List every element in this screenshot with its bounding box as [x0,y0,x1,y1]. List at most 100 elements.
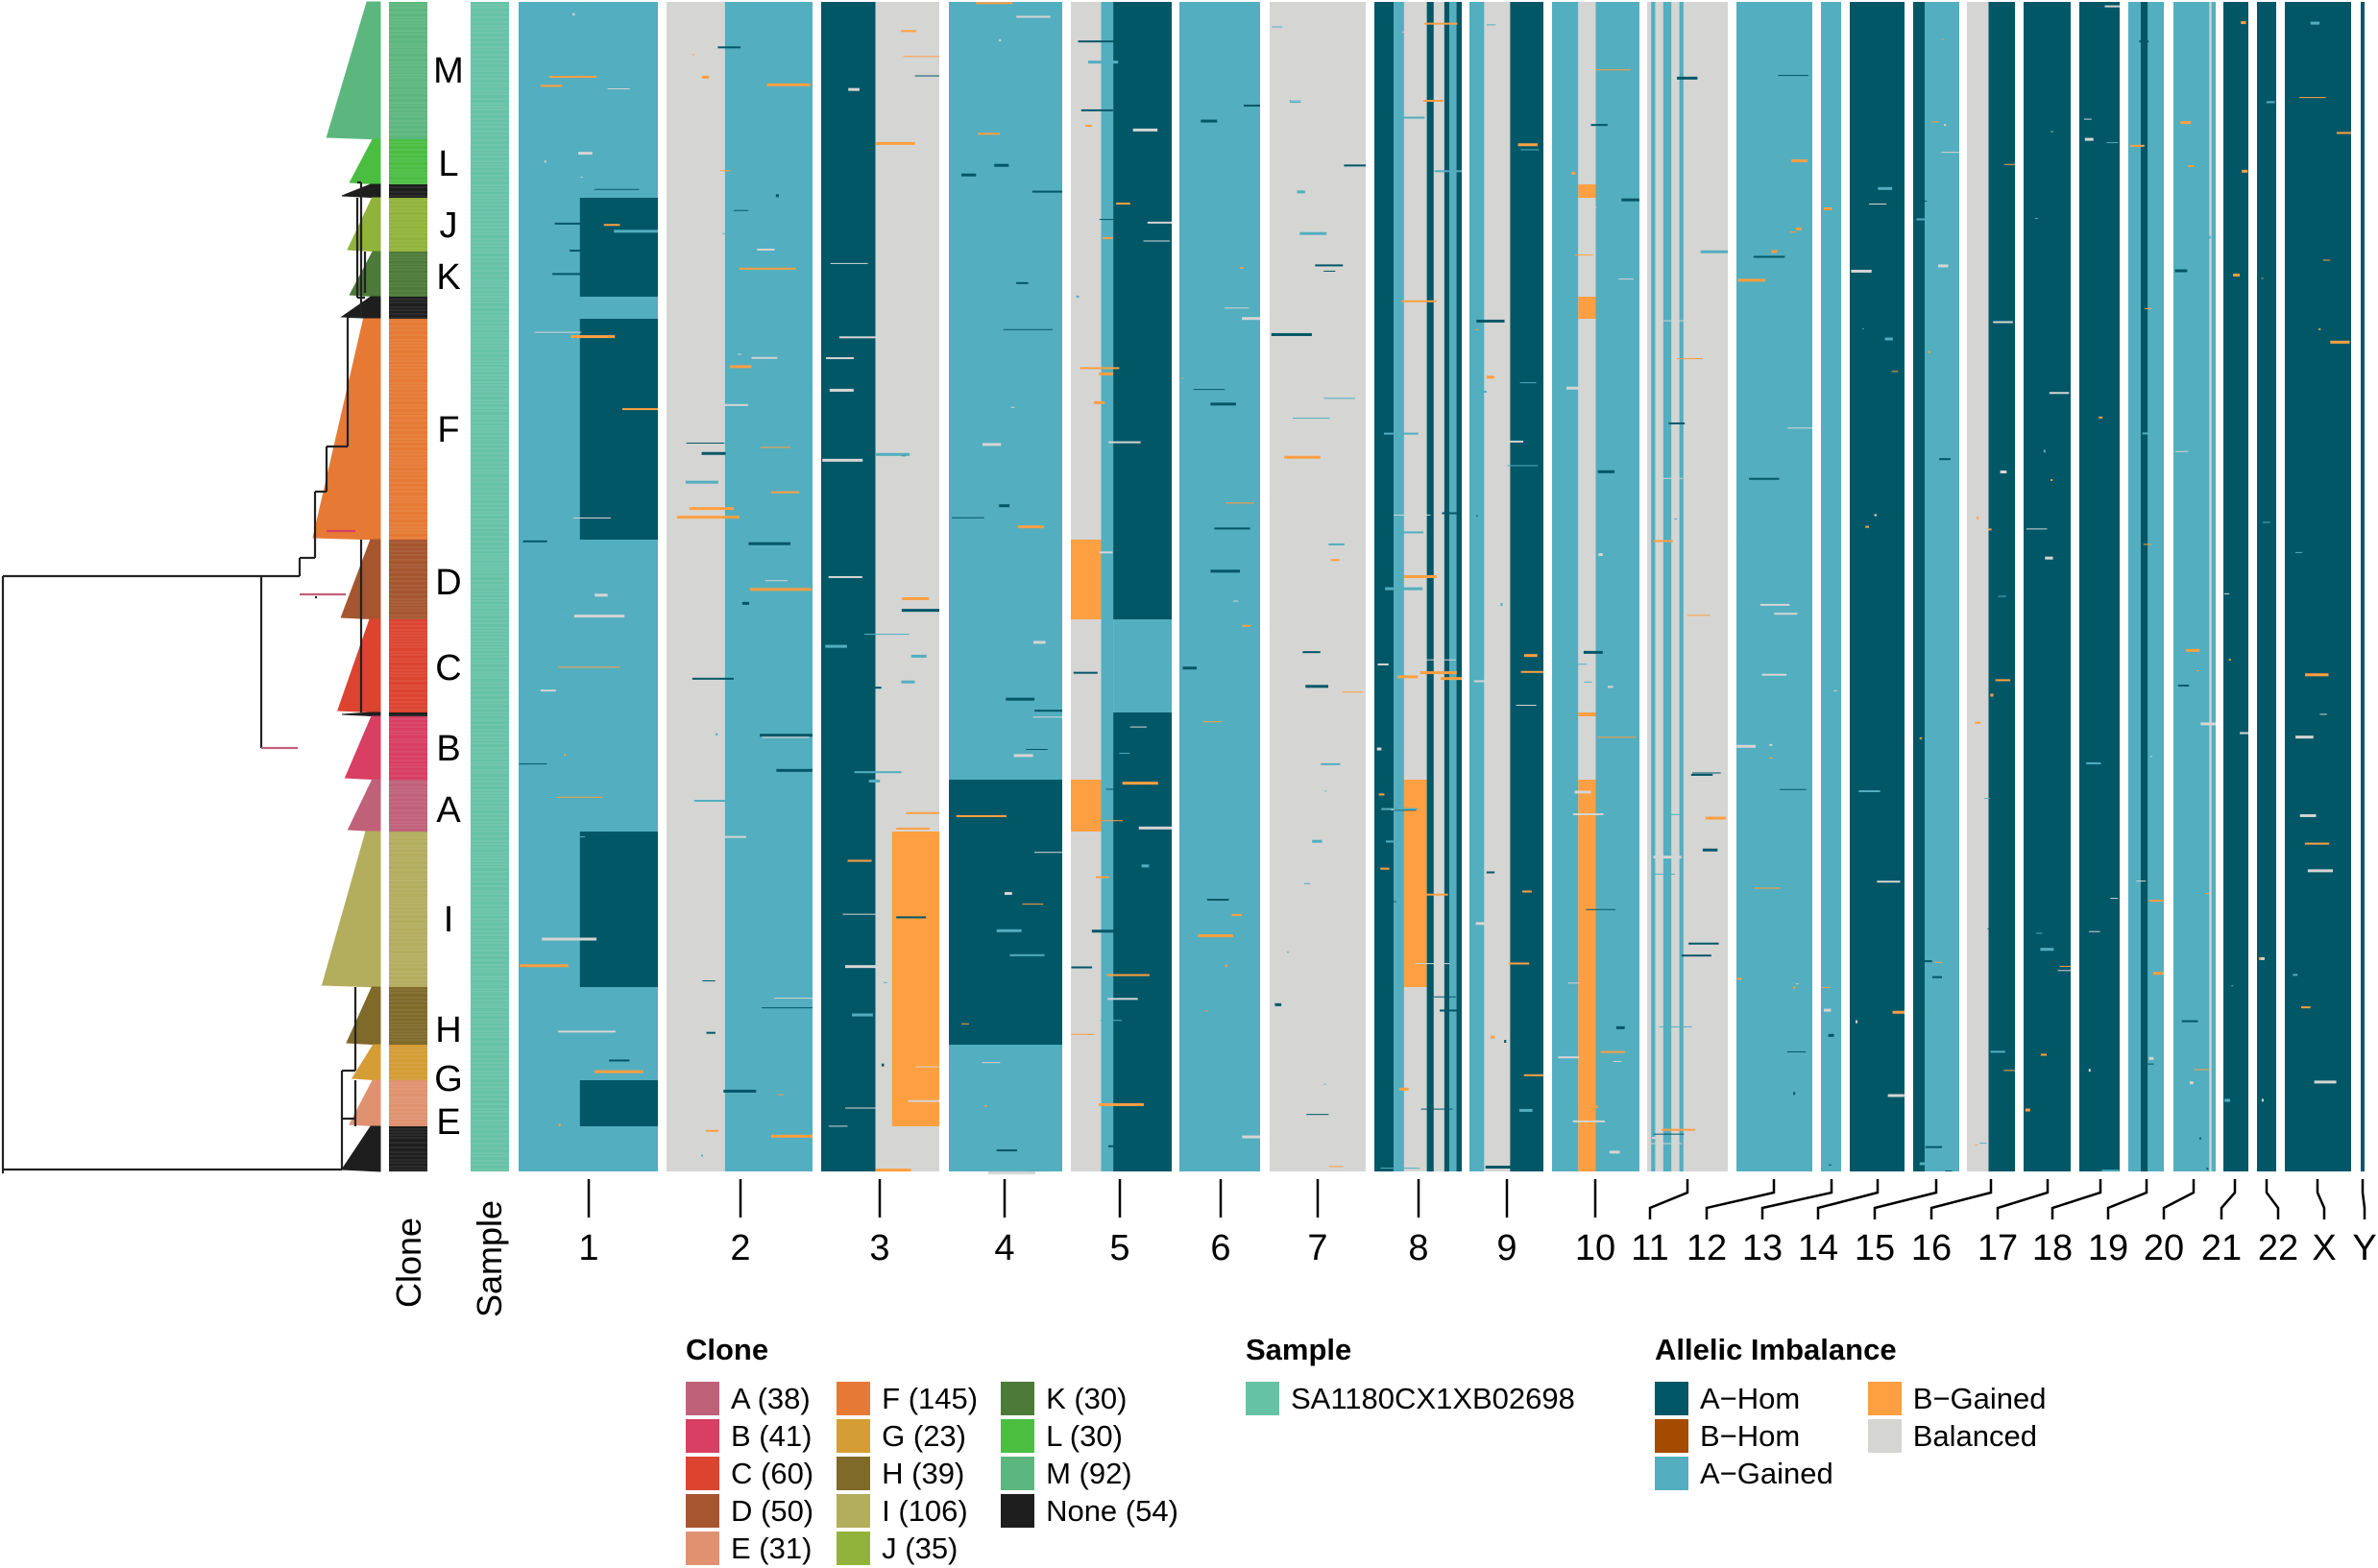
heatmap-segment [724,297,813,319]
heatmap-streak [1931,642,1952,644]
heatmap-segment [2223,139,2248,184]
dendrogram-clade [347,779,381,832]
heatmap-segment [1469,1080,1485,1126]
heatmap-streak [603,224,620,227]
heatmap-streak [1521,890,1532,893]
heatmap-segment [1647,319,1728,540]
heatmap-segment [667,2,725,139]
heatmap-segment [1552,1045,1579,1080]
heatmap-segment [667,540,725,619]
heatmap-segment [1925,1045,1959,1080]
heatmap-segment [2285,1126,2351,1171]
heatmap-segment [1456,832,1462,987]
heatmap-streak [1925,1146,1943,1148]
heatmap-streak [855,87,872,90]
heatmap-streak [1003,328,1053,330]
heatmap-segment [2140,832,2148,987]
heatmap-streak [978,133,1001,135]
chromosome-label: 6 [1210,1228,1230,1268]
sample-swatch [1246,1382,1279,1415]
heatmap-streak [1442,512,1459,515]
heatmap-streak [748,542,790,545]
heatmap-streak [1780,788,1807,790]
heatmap-streak [1486,24,1496,26]
heatmap-segment [1426,319,1434,540]
heatmap-segment [1113,987,1172,1045]
heatmap-streak [519,763,547,765]
heatmap-streak [1975,1144,1978,1146]
heatmap-segment [2079,139,2120,184]
heatmap-segment [1403,1126,1427,1171]
heatmap-streak [2144,307,2152,309]
heatmap-streak [1753,255,1785,258]
heatmap-segment [667,780,725,832]
heatmap-segment [1925,716,1959,780]
heatmap-streak [960,173,977,177]
heatmap-segment [2140,712,2148,716]
heatmap-segment [2209,319,2212,540]
heatmap-streak [2130,474,2135,476]
heatmap-segment [2257,252,2276,297]
heatmap-segment [1484,540,1511,619]
heatmap-streak [1795,983,1799,985]
allelic-legend-title: Allelic Imbalance [1655,1333,1897,1366]
heatmap-segment [1456,540,1462,619]
dendrogram-clade [344,715,381,781]
heatmap-streak [2310,21,2320,25]
heatmap-segment [1071,252,1102,297]
clone-block [389,297,427,319]
heatmap-streak [950,1016,953,1018]
heatmap-streak [1652,1137,1660,1140]
heatmap-segment [2361,1126,2365,1171]
heatmap-segment [1484,987,1511,1045]
heatmap-segment [1469,297,1485,319]
heatmap-streak [1572,813,1604,816]
heatmap-segment [1913,987,1925,1045]
heatmap-segment [1374,319,1395,540]
heatmap-segment [1988,712,2015,716]
heatmap-streak [2205,235,2211,239]
heatmap-streak [2194,1069,2210,1071]
heatmap-streak [1421,659,1456,661]
heatmap-streak [848,87,860,91]
heatmap-streak [1224,307,1250,309]
heatmap-segment [1651,139,1656,184]
heatmap-segment [1595,319,1639,540]
heatmap-segment [2223,198,2248,252]
heatmap-streak [1705,816,1726,820]
heatmap-segment [2140,780,2148,832]
heatmap-segment [1426,832,1434,987]
heatmap-segment [1449,540,1457,619]
heatmap-segment [1510,184,1543,198]
heatmap-segment [1426,540,1434,619]
heatmap-streak [1476,319,1505,323]
heatmap-segment [2257,780,2276,832]
heatmap-streak [1181,377,1184,379]
heatmap-streak [1687,485,1694,488]
chromosome-label: 10 [1575,1228,1615,1268]
clone-block [389,198,427,252]
heatmap-streak [1330,559,1340,562]
heatmap-streak [1243,104,1260,107]
heatmap-streak [1855,850,1861,854]
heatmap-segment [1374,139,1395,184]
heatmap-segment [2257,1045,2276,1080]
heatmap-streak [1026,749,1048,751]
heatmap-streak [2174,269,2188,273]
heatmap-streak [1574,790,1591,794]
heatmap-segment [875,297,939,319]
dendrogram-clade [349,138,381,185]
heatmap-segment [1510,319,1543,540]
heatmap-segment [2079,297,2120,319]
heatmap-segment [2147,540,2164,619]
heatmap-segment [1662,1045,1672,1080]
heatmap-streak [1093,400,1105,404]
heatmap-streak [1399,1087,1409,1091]
heatmap-streak [2241,21,2246,25]
heatmap-segment [1913,780,1925,832]
heatmap-segment [1456,780,1462,832]
heatmap-streak [1930,121,1939,123]
clone-legend-item: J (35) [837,1531,978,1566]
heatmap-segment [1662,712,1672,716]
heatmap-segment [1403,1080,1427,1126]
